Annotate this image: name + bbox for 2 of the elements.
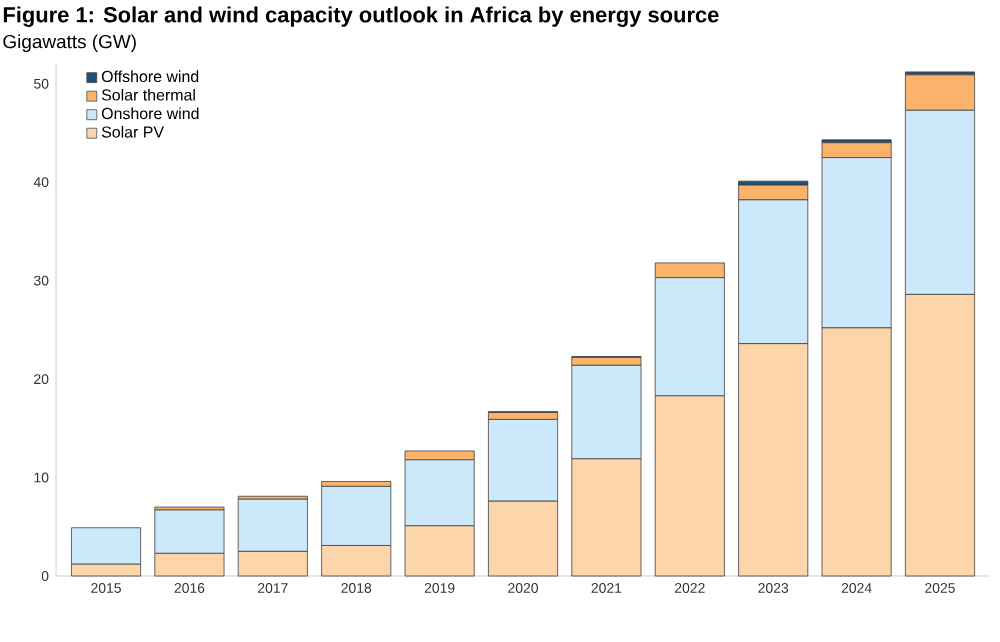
y-axis-title: Gigawatts (GW) xyxy=(3,34,136,53)
chart-title: Figure 1: Solar and wind capacity outlook in Africa by energy source xyxy=(3,6,719,27)
